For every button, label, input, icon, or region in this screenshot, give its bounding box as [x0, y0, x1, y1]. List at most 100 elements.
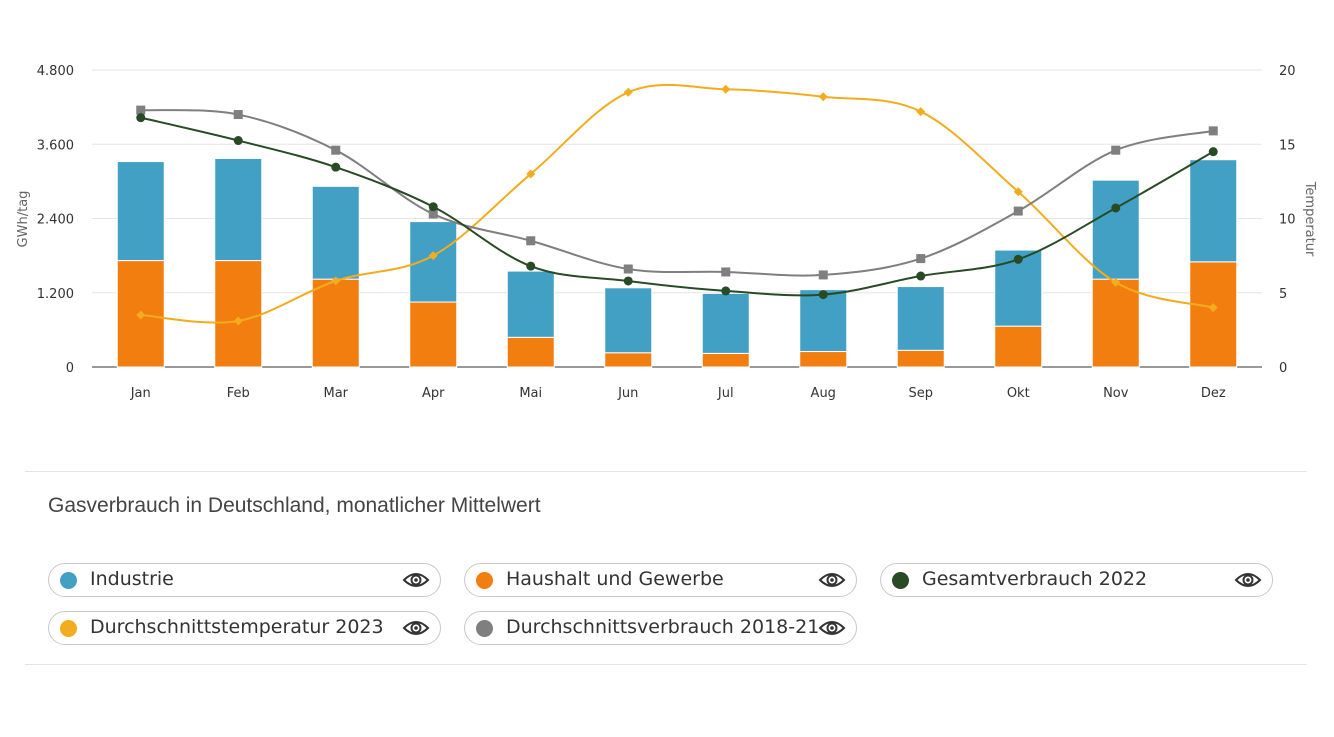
bar-haushalt-und-gewerbe[interactable]	[311, 278, 360, 368]
legend-dot	[60, 572, 77, 589]
point-gesamtverbrauch-2022[interactable]	[526, 261, 536, 271]
lines	[136, 83, 1218, 326]
point-gesamtverbrauch-2022[interactable]	[428, 202, 438, 212]
eye-icon[interactable]	[402, 570, 430, 590]
point-durchschnittstemperatur-2023[interactable]	[916, 107, 926, 117]
point-durchschnittstemperatur-2023[interactable]	[1208, 303, 1218, 313]
point-gesamtverbrauch-2022[interactable]	[1111, 203, 1121, 213]
point-gesamtverbrauch-2022[interactable]	[623, 276, 633, 286]
point-durchschnittstemperatur-2023[interactable]	[1013, 187, 1023, 197]
legend-label: Industrie	[90, 568, 174, 590]
bar-industrie[interactable]	[604, 287, 653, 354]
eye-icon[interactable]	[818, 618, 846, 638]
point-gesamtverbrauch-2022[interactable]	[1013, 254, 1023, 264]
top-divider	[25, 471, 1307, 472]
eye-icon[interactable]	[1234, 570, 1262, 590]
y2-tick-label: 10	[1279, 213, 1296, 228]
bar-industrie[interactable]	[1189, 159, 1238, 263]
chart: 0 1.200 2.400 3.600 4.800 0 5 10 15 20 Jan Feb Mar Ap…	[16, 64, 1317, 401]
point-gesamtverbrauch-2022[interactable]	[1208, 147, 1218, 157]
x-tick-label: Jul	[717, 386, 734, 401]
point-gesamtverbrauch-2022[interactable]	[136, 113, 146, 123]
point-durchschnittsverbrauch-2018-21[interactable]	[331, 145, 341, 155]
point-durchschnittstemperatur-2023[interactable]	[526, 169, 536, 179]
bar-haushalt-und-gewerbe[interactable]	[604, 352, 653, 368]
bar-industrie[interactable]	[896, 286, 945, 351]
eye-icon[interactable]	[818, 570, 846, 590]
point-durchschnittstemperatur-2023[interactable]	[233, 316, 243, 326]
point-gesamtverbrauch-2022[interactable]	[721, 286, 731, 296]
x-tick-label: Jan	[130, 386, 151, 401]
bar-industrie[interactable]	[1091, 179, 1140, 280]
y2-tick-label: 15	[1279, 138, 1296, 153]
bars	[116, 157, 1238, 368]
line-durchschnittsverbrauch-2018-21	[140, 109, 1214, 277]
legend-item-temperatur[interactable]: Durchschnittstemperatur 2023	[48, 611, 441, 645]
x-tick-label: Okt	[1007, 386, 1030, 401]
y-tick-label: 0	[66, 361, 74, 376]
legend-item-haushalt[interactable]: Haushalt und Gewerbe	[464, 563, 857, 597]
point-gesamtverbrauch-2022[interactable]	[916, 271, 926, 281]
x-tick-label: Nov	[1103, 386, 1129, 401]
bar-industrie[interactable]	[214, 157, 263, 262]
x-tick-label: Sep	[908, 386, 933, 401]
bar-haushalt-und-gewerbe[interactable]	[506, 336, 555, 368]
bar-industrie[interactable]	[506, 270, 555, 338]
x-tick-label: Aug	[811, 386, 836, 401]
bar-haushalt-und-gewerbe[interactable]	[896, 349, 945, 368]
y-axis-title: GWh/tag	[16, 191, 31, 248]
point-durchschnittsverbrauch-2018-21[interactable]	[428, 209, 438, 219]
point-gesamtverbrauch-2022[interactable]	[331, 162, 341, 172]
bar-haushalt-und-gewerbe[interactable]	[994, 325, 1043, 368]
point-durchschnittsverbrauch-2018-21[interactable]	[1208, 126, 1218, 136]
bar-haushalt-und-gewerbe[interactable]	[799, 351, 848, 368]
bar-industrie[interactable]	[799, 289, 848, 353]
bar-industrie[interactable]	[409, 221, 458, 303]
line-gesamtverbrauch-2022	[140, 116, 1214, 297]
point-durchschnittsverbrauch-2018-21[interactable]	[623, 264, 633, 274]
y-tick-label: 4.800	[37, 64, 74, 79]
point-durchschnittstemperatur-2023[interactable]	[818, 92, 828, 102]
point-durchschnittstemperatur-2023[interactable]	[331, 276, 341, 286]
legend-label: Durchschnittsverbrauch 2018-21	[506, 616, 820, 638]
legend-label: Haushalt und Gewerbe	[506, 568, 724, 590]
bottom-divider	[25, 664, 1307, 665]
x-tick-label: Mar	[323, 386, 348, 401]
point-gesamtverbrauch-2022[interactable]	[818, 290, 828, 300]
y-tick-label: 1.200	[37, 287, 74, 302]
y-tick-label: 2.400	[37, 213, 74, 228]
bar-haushalt-und-gewerbe[interactable]	[409, 301, 458, 368]
point-durchschnittstemperatur-2023[interactable]	[721, 84, 731, 94]
point-durchschnittstemperatur-2023[interactable]	[1111, 277, 1121, 287]
bar-industrie[interactable]	[116, 161, 165, 262]
y2-tick-label: 20	[1279, 64, 1296, 79]
legend-label: Gesamtverbrauch 2022	[922, 568, 1148, 590]
bar-haushalt-und-gewerbe[interactable]	[701, 352, 750, 368]
eye-icon[interactable]	[402, 618, 430, 638]
point-gesamtverbrauch-2022[interactable]	[233, 136, 243, 146]
legend-item-gesamtverbrauch[interactable]: Gesamtverbrauch 2022	[880, 563, 1273, 597]
bar-haushalt-und-gewerbe[interactable]	[1189, 261, 1238, 368]
bar-industrie[interactable]	[701, 292, 750, 354]
bar-haushalt-und-gewerbe[interactable]	[214, 260, 263, 368]
point-durchschnittstemperatur-2023[interactable]	[136, 310, 146, 320]
point-durchschnittsverbrauch-2018-21[interactable]	[721, 267, 731, 277]
x-tick-label: Dez	[1201, 386, 1226, 401]
point-durchschnittsverbrauch-2018-21[interactable]	[136, 105, 146, 115]
point-durchschnittsverbrauch-2018-21[interactable]	[818, 270, 828, 280]
legend-dot	[476, 572, 493, 589]
bar-industrie[interactable]	[311, 185, 360, 280]
point-durchschnittsverbrauch-2018-21[interactable]	[1111, 145, 1121, 155]
y-tick-label: 3.600	[37, 138, 74, 153]
chart-title: Gasverbrauch in Deutschland, monatlicher…	[48, 494, 541, 517]
legend-item-durchschnittsverbrauch[interactable]: Durchschnittsverbrauch 2018-21	[464, 611, 857, 645]
point-durchschnittsverbrauch-2018-21[interactable]	[233, 110, 243, 120]
x-tick-label: Jun	[617, 386, 638, 401]
point-durchschnittstemperatur-2023[interactable]	[623, 87, 633, 97]
point-durchschnittsverbrauch-2018-21[interactable]	[526, 236, 536, 246]
point-durchschnittsverbrauch-2018-21[interactable]	[916, 254, 926, 264]
bar-haushalt-und-gewerbe[interactable]	[1091, 278, 1140, 368]
point-durchschnittsverbrauch-2018-21[interactable]	[1013, 206, 1023, 216]
point-durchschnittstemperatur-2023[interactable]	[428, 251, 438, 261]
legend-item-industrie[interactable]: Industrie	[48, 563, 441, 597]
